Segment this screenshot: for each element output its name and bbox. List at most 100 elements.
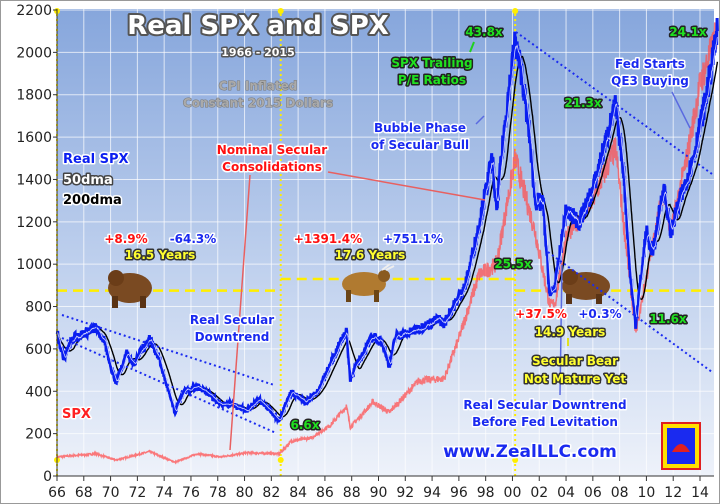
bull-nominal-change: +751.1% [383,232,443,246]
qe3-label-2: QE3 Buying [611,74,689,88]
downtrend2-label-1: Real Secular Downtrend [463,398,626,412]
x-tick-label: 80 [236,485,254,501]
y-tick-label: 2200 [16,3,52,19]
website-link[interactable]: www.ZealLLC.com [442,441,619,464]
bubble-label-2: of Secular Bull [371,138,469,152]
x-tick-label: 92 [396,485,414,501]
x-tick-label: 68 [75,485,93,501]
y-tick-label: 800 [25,300,52,316]
bear2-real-change: +37.5% [515,307,567,321]
nominal-arrow-1 [229,174,251,451]
bear1-nominal-change: -64.3% [170,232,217,246]
y-tick-label: 1000 [16,257,52,273]
x-tick-label: 08 [611,485,629,501]
bear2-years: 14.9 Years [535,325,606,339]
x-tick-label: 12 [664,485,682,501]
downtrend1-label-2: Downtrend [195,330,270,344]
qe3-arrow [671,91,691,129]
bear2-nominal-change: +0.3% [578,307,621,321]
trend-arrow-upper [61,314,275,386]
trend-arrow-2000-lower [547,251,713,373]
bear1-real-change: +8.9% [104,232,147,246]
plot-area [57,9,714,476]
x-tick-label: 14 [691,485,709,501]
x-tick-label: 78 [209,485,227,501]
x-tick-label: 82 [262,485,280,501]
y-tick-label: 1800 [16,88,52,104]
divider-marker [277,8,284,14]
trend-arrow-2000 [515,31,713,175]
x-tick-label: 06 [584,485,602,501]
pe-peak-label: 43.8x [465,25,503,39]
x-tick-label: 04 [557,485,575,501]
x-tick-label: 74 [155,485,173,501]
mature-label-1: Secular Bear [532,354,618,368]
x-tick-label: 88 [343,485,361,501]
axes: 0200400600800100012001400160018002000220… [16,3,714,501]
y-tick-label: 1600 [16,130,52,146]
trend-arrow-lower [61,337,277,434]
divider-marker [277,457,284,463]
y-tick-label: 0 [43,469,52,485]
x-tick-label: 10 [638,485,656,501]
real-spx-200dma-line [56,55,719,418]
y-tick-label: 1400 [16,172,52,188]
y-tick-label: 200 [25,427,52,443]
spx-line [56,22,719,465]
downtrend1-label-1: Real Secular [190,313,274,327]
x-tick-label: 86 [316,485,334,501]
legend-50dma: 50dma [63,173,113,188]
bubble-arrow [475,115,485,125]
y-tick-label: 600 [25,342,52,358]
y-tick-label: 400 [25,384,52,400]
real-spx-line [55,17,719,426]
pe-25-label: 25.5x [494,257,532,271]
real-spx-50dma-line [56,37,718,420]
chart-title: Real SPX and SPX [127,11,389,41]
annotations: Real SPX and SPX 1966 - 2015 CPI Inflate… [61,9,709,464]
nominal-label-2: Consolidations [222,160,322,174]
x-tick-label: 72 [128,485,146,501]
pe-2009-label: 11.6x [649,312,687,326]
note-line-1: CPI Inflated [219,79,298,93]
legend-spx: SPX [62,407,91,422]
bull-icon [342,263,395,302]
x-tick-label: 84 [289,485,307,501]
series-layer [55,17,719,465]
nominal-arrow-2 [327,171,486,201]
x-tick-label: 00 [504,485,522,501]
pe-1982-label: 6.6x [291,418,320,432]
x-tick-label: 94 [423,485,441,501]
bull-years: 17.6 Years [335,248,406,262]
legend-200dma: 200dma [63,193,122,208]
x-tick-label: 70 [102,485,120,501]
pe-arrow [469,41,475,53]
pe-2015-label: 24.1x [669,25,707,39]
pe-title-2: P/E Ratios [398,73,466,87]
x-tick-label: 90 [370,485,388,501]
bear-icon [562,269,610,304]
pe-title-1: SPX Trailing [391,56,472,70]
divider-marker [512,457,519,463]
downtrend2-label-2: Before Fed Levitation [472,415,618,429]
divider-marker [512,8,519,14]
zeal-logo [661,422,701,470]
bull-real-change: +1391.4% [294,232,362,246]
x-tick-label: 98 [477,485,495,501]
y-tick-label: 2000 [16,45,52,61]
bear1-years: 16.5 Years [125,248,196,262]
chart-subtitle: 1966 - 2015 [221,46,294,59]
legend-real-spx: Real SPX [63,152,129,167]
nominal-label-1: Nominal Secular [217,143,327,157]
y-tick-label: 1200 [16,215,52,231]
qe3-label-1: Fed Starts [615,57,685,71]
mature-label-2: Not Mature Yet [524,372,626,386]
levitation-arrow [559,264,563,396]
note-line-2: Constant 2015 Dollars [183,96,333,110]
x-tick-label: 96 [450,485,468,501]
x-tick-label: 02 [530,485,548,501]
x-tick-label: 76 [182,485,200,501]
x-tick-label: 66 [48,485,66,501]
bear-icon [108,270,152,308]
